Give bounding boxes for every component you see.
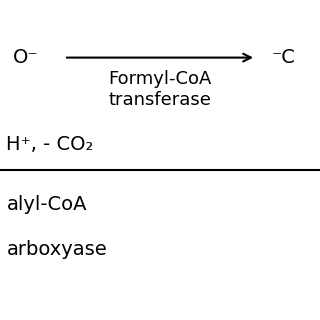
- Text: arboxyase: arboxyase: [6, 240, 107, 259]
- Text: H⁺, - CO₂: H⁺, - CO₂: [6, 134, 94, 154]
- Text: ⁻C: ⁻C: [272, 48, 296, 67]
- Text: O⁻: O⁻: [13, 48, 38, 67]
- Text: alyl-CoA: alyl-CoA: [6, 195, 87, 214]
- Text: Formyl-CoA
transferase: Formyl-CoA transferase: [108, 70, 212, 109]
